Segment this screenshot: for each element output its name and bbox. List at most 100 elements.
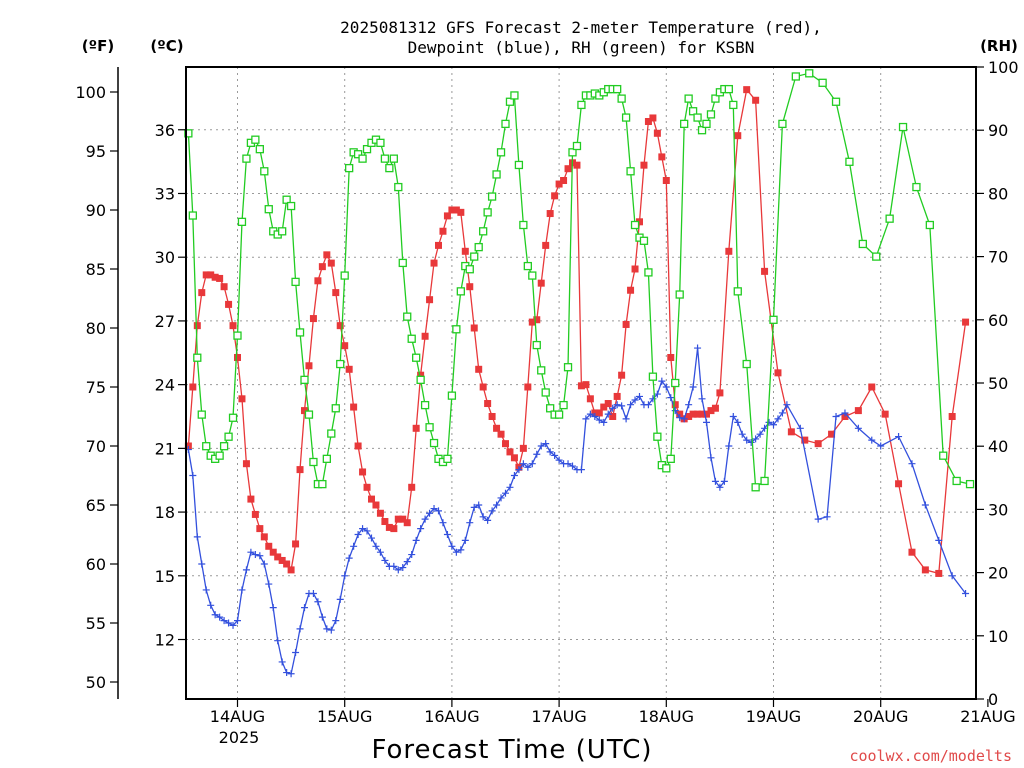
rh-marker [255,145,264,154]
temperature-marker [577,382,585,390]
rh-marker [680,119,689,129]
rh-marker [742,359,751,369]
dewpoint-marker [225,619,233,627]
rh-marker [675,290,684,299]
rh-marker [188,211,197,220]
dewpoint-marker [229,621,237,629]
rh-marker [965,479,975,489]
temperature-marker [542,241,550,249]
temperature-marker [305,362,313,370]
dewpoint-marker [841,409,849,417]
rh-tick-label: 10 [988,627,1008,646]
temperature-marker [524,383,532,391]
temperature-marker [238,395,246,403]
temperature-marker [327,259,335,267]
temperature-marker [390,525,398,533]
dewpoint-marker [381,556,389,564]
x-tick-label: 18AUG [639,707,694,726]
temperature-marker [725,247,733,255]
temperature-marker [202,271,210,279]
rh-marker [653,432,662,441]
temperature-marker [234,354,241,361]
rh-marker [398,258,407,268]
dewpoint-marker [417,525,425,533]
dewpoint-marker [202,586,210,594]
rh-marker [385,163,394,173]
rh-marker [233,331,242,340]
dewpoint-marker [345,554,353,562]
rh-marker [626,167,635,176]
rh-marker [483,208,492,217]
rh-marker [479,227,488,236]
celsius-tick-label: 30 [155,248,175,267]
rh-marker [327,429,336,438]
rh-tick-label: 50 [988,374,1008,393]
dewpoint-marker [533,450,541,458]
dewpoint-marker [296,625,304,633]
dewpoint-marker [680,415,688,423]
rh-marker [362,145,372,154]
rh-marker [805,69,814,78]
dewpoint-marker [685,401,693,409]
temperature-marker [283,560,291,568]
dewpoint-marker [412,536,420,544]
dewpoint-marker [595,416,603,424]
temperature-marker [484,400,492,408]
rh-marker [706,110,716,119]
rh-unit-label: (RH) [980,37,1018,55]
dewpoint-marker [564,460,572,468]
temperature-marker [256,525,264,533]
dewpoint-marker [269,604,277,612]
dewpoint-marker [220,617,228,625]
fahrenheit-unit-label: (ºF) [82,37,114,55]
rh-marker [885,214,894,223]
dewpoint-marker [729,413,737,420]
temperature-marker [676,410,684,418]
dewpoint-marker [309,590,317,597]
temperature-marker [662,177,670,184]
temperature-marker [533,316,541,324]
rh-marker [447,391,457,400]
temperature-marker [537,279,545,287]
dewpoint-marker [519,460,527,468]
temperature-marker [354,442,362,450]
temperature-marker [528,318,536,326]
temperature-marker [207,271,215,279]
rh-marker [554,410,564,419]
rh-marker [251,135,260,144]
rh-marker [568,148,577,157]
dewpoint-marker [854,424,862,432]
dewpoint-marker [368,534,375,542]
dewpoint-marker [649,395,657,403]
temperature-marker [895,480,903,488]
dewpoint-marker [604,410,612,418]
dewpoint-marker [667,394,675,402]
fahrenheit-tick-label: 100 [75,83,106,102]
dewpoint-marker [778,409,786,417]
temperature-marker [452,206,460,214]
dewpoint-marker [189,472,197,479]
dewpoint-marker [403,558,411,566]
temperature-marker [189,383,197,391]
dewpoint-marker [546,448,554,456]
rh-marker [729,100,738,110]
rh-marker [286,201,296,211]
dewpoint-marker [242,566,250,574]
rh-marker [403,312,412,321]
rh-marker [242,154,251,163]
dewpoint-marker [256,552,264,560]
dewpoint-marker [216,613,224,621]
rh-marker [429,438,439,448]
rh-tick-label: 60 [988,311,1008,330]
dewpoint-marker [765,418,773,426]
rh-marker [621,113,631,122]
dewpoint-marker [591,413,599,420]
temperature-marker [461,247,469,255]
temperature-marker [220,283,228,291]
dewpoint-marker [662,383,670,391]
celsius-tick-label: 24 [155,376,175,395]
celsius-tick-label: 36 [155,121,175,140]
rh-marker [318,479,327,489]
x-axis-label: Forecast Time (UTC) [371,735,652,765]
dewpoint-marker [796,424,804,432]
